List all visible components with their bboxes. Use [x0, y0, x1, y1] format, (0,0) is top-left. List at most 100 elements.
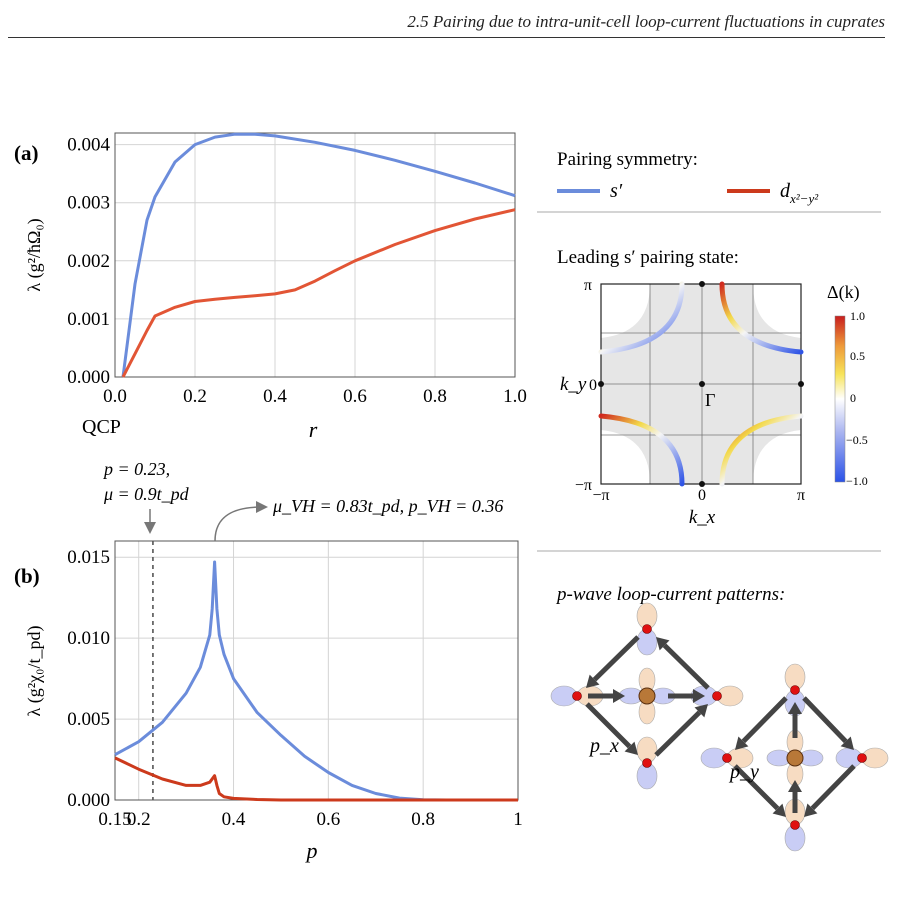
panel-a-ytick-label: 0.004: [67, 135, 110, 156]
panel-a-qcp-label: QCP: [82, 416, 121, 438]
panel-b-xtick-label: 1: [513, 809, 523, 830]
pairing-state: Leading s′ pairing state: Γ π 0 −π: [557, 247, 868, 528]
panel-a-xlabel: r: [309, 417, 318, 442]
py-arrow-top-left: [741, 696, 788, 744]
py-arrow-top-right: [802, 696, 848, 744]
panel-b-ytick-label: 0.005: [67, 709, 110, 730]
colorbar: [834, 315, 846, 483]
panel-a-tag: (a): [14, 141, 39, 165]
px-arrow-left-bottom-head: [624, 741, 638, 755]
px-arrow-left-center-head: [613, 689, 625, 703]
panel-b-xlabel: p: [305, 838, 318, 863]
panel-a-ytick-label: 0.002: [67, 251, 110, 272]
panel-a-xtick-label: 0.0: [103, 386, 127, 407]
header-rule: [8, 37, 885, 38]
copper-center: [618, 667, 676, 725]
py-arrow-right-bottom-head: [804, 803, 818, 817]
legend-s-prime-label: s′: [610, 180, 623, 202]
px-arrow-bottom-right-head: [694, 704, 708, 718]
legend-d-label: dx²−y²: [780, 180, 819, 206]
running-header: 2.5 Pairing due to intra-unit-cell loop-…: [407, 12, 885, 31]
legend: Pairing symmetry: s′ dx²−y²: [557, 149, 819, 206]
loop-pattern-px: [550, 602, 744, 790]
panel-a-xtick-label: 0.6: [343, 386, 367, 407]
py-label: p_y: [728, 761, 759, 783]
pairing-xtick-left: −π: [592, 487, 609, 504]
colorbar-ticks: 1.0 0.5 0 −0.5 −1.0: [846, 309, 868, 488]
panel-b-lines: [114, 541, 518, 802]
px-arrow-bottom-right: [654, 710, 702, 757]
orbital-right: [835, 747, 889, 769]
panel-a-xtick-label: 0.2: [183, 386, 207, 407]
panel-a-frame: [114, 132, 516, 378]
fermi-arcs: [598, 281, 804, 487]
px-arrow-center-right-head: [693, 689, 705, 703]
pairing-xtick-right: π: [797, 487, 805, 504]
panel-b-ytick-label: 0.000: [67, 790, 110, 811]
panel-b-chart: 0.150.2 0.4 0.6 0.8 1 0.000 0.005 0.010 0.015 (b…: [14, 459, 523, 863]
colorbar-tick-5: −1.0: [846, 474, 868, 488]
panel-a-lines: [121, 132, 516, 378]
panel-b-xtick-label: 0.15: [98, 809, 131, 830]
orbital-right: [690, 685, 744, 707]
loop-pattern-py: [700, 663, 889, 852]
px-arrow-top-left: [592, 635, 640, 682]
orbital-left: [550, 685, 604, 707]
panel-b-xtick-label: 0.6: [316, 809, 340, 830]
px-label: p_x: [588, 735, 619, 757]
pairing-xtick-mid: 0: [698, 487, 706, 504]
panel-b-xtick-label: 0.2: [127, 809, 151, 830]
loop-current-title: p-wave loop-current patterns:: [555, 584, 785, 605]
px-arrow-right-top-head: [656, 637, 670, 651]
panel-b-ylabel: λ (g²χ₀/t_pd): [24, 626, 45, 717]
pairing-ylabel: k_y: [560, 374, 587, 395]
legend-title: Pairing symmetry:: [557, 149, 698, 170]
py-arrow-bottom-center-head: [788, 780, 802, 792]
panel-b-annot-left-1: p = 0.23,: [102, 459, 170, 479]
panel-b-annot-right: μ_VH = 0.83t_pd, p_VH = 0.36: [272, 496, 503, 516]
orbital-top: [636, 602, 658, 656]
px-arrow-right-top: [662, 643, 710, 690]
panel-a-series-d-wave: [121, 208, 516, 378]
panel-b-series-d-wave: [114, 756, 518, 802]
copper-center: [766, 729, 824, 787]
panel-a-ticks: 0.0 0.2 0.4 0.6 0.8 1.0 0.000 0.001 0.002 0.003 0.…: [67, 135, 527, 407]
panel-a-ytick-label: 0.001: [67, 309, 110, 330]
px-arrow-top-left-head: [586, 674, 600, 688]
panel-a-ylabel: λ (g²/ħΩ₀): [24, 218, 45, 291]
panel-b-ytick-label: 0.015: [67, 547, 110, 568]
py-arrow-center-top-head: [788, 702, 802, 714]
panel-b-series-s-prime: [114, 560, 518, 802]
panel-a-ytick-label: 0.003: [67, 193, 110, 214]
panel-a-series-s-prime: [121, 132, 516, 378]
panel-b-xtick-label: 0.4: [222, 809, 246, 830]
panel-a-xtick-label: 0.8: [423, 386, 447, 407]
panel-b-xtick-label: 0.8: [411, 809, 435, 830]
panel-a-chart: 0.0 0.2 0.4 0.6 0.8 1.0 0.000 0.001 0.002 0.003 0.…: [14, 132, 527, 442]
pairing-xlabel: k_x: [689, 507, 716, 528]
gamma-label: Γ: [705, 390, 715, 410]
py-arrow-left-bottom: [733, 764, 780, 811]
colorbar-tick-3: 0: [850, 391, 856, 405]
pairing-ytick-mid: 0: [589, 377, 597, 394]
colorbar-tick-1: 1.0: [850, 309, 865, 323]
py-arrow-right-bottom: [810, 764, 856, 811]
orbital-left: [700, 747, 754, 769]
figure-caption: [40, 855, 880, 898]
pairing-ytick-bottom: −π: [575, 477, 592, 494]
panel-b-ticks: 0.150.2 0.4 0.6 0.8 1 0.000 0.005 0.010 0.015: [67, 547, 523, 830]
annot-right-arrow: [214, 501, 268, 542]
colorbar-label: Δ(k): [827, 282, 860, 303]
panel-b-frame: [114, 540, 519, 801]
pairing-state-title: Leading s′ pairing state:: [557, 247, 739, 268]
py-arrow-left-bottom-head: [772, 803, 786, 817]
panel-b-tag: (b): [14, 564, 40, 588]
panel-b-grid: [115, 541, 518, 800]
pairing-ytick-top: π: [584, 277, 592, 294]
high-symmetry-points: [598, 281, 804, 487]
panel-a-xtick-label: 0.4: [263, 386, 287, 407]
py-arrow-top-left-head: [735, 736, 749, 750]
panel-b-annot-left-2: μ = 0.9t_pd: [103, 484, 190, 504]
orbital-bottom: [636, 736, 658, 790]
